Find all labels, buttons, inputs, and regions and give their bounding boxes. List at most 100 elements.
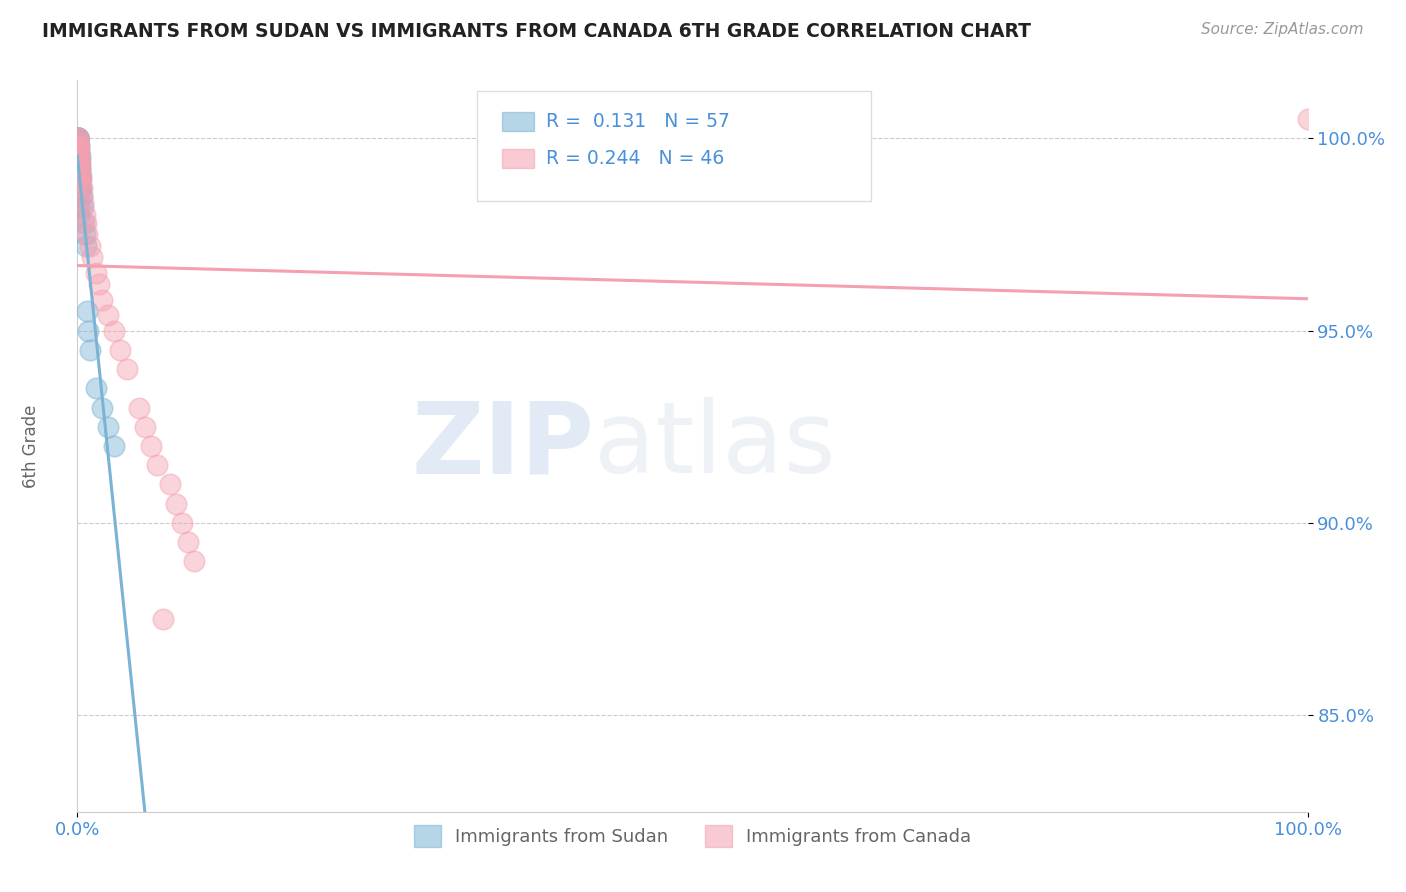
Point	[66, 131, 89, 145]
Point	[69, 158, 91, 172]
Point	[67, 146, 90, 161]
Point	[66, 150, 89, 164]
Point	[66, 143, 89, 157]
Point	[70, 173, 93, 187]
Point	[66, 138, 89, 153]
Point	[66, 131, 89, 145]
Point	[159, 477, 181, 491]
Point	[75, 216, 97, 230]
Point	[152, 612, 174, 626]
Point	[77, 324, 100, 338]
Point	[90, 293, 114, 307]
Point	[103, 324, 125, 338]
Point	[70, 188, 93, 202]
Point	[69, 178, 91, 192]
Point	[70, 181, 93, 195]
Point	[67, 143, 90, 157]
Point	[82, 251, 104, 265]
Point	[67, 158, 90, 172]
Point	[67, 208, 90, 222]
Point	[90, 401, 114, 415]
Point	[69, 166, 91, 180]
FancyBboxPatch shape	[502, 149, 534, 168]
Point	[67, 138, 90, 153]
Point	[70, 188, 93, 202]
Point	[70, 169, 93, 184]
Point	[69, 161, 91, 176]
Point	[67, 169, 90, 184]
Point	[67, 178, 90, 192]
Point	[67, 143, 90, 157]
Point	[75, 239, 97, 253]
Point	[66, 135, 89, 149]
Point	[177, 535, 200, 549]
Point	[69, 166, 91, 180]
Point	[66, 154, 89, 169]
Point	[103, 439, 125, 453]
Point	[69, 181, 91, 195]
Text: R =  0.131   N = 57: R = 0.131 N = 57	[546, 112, 730, 131]
Point	[170, 516, 193, 530]
Point	[67, 161, 90, 176]
Point	[66, 143, 89, 157]
Point	[69, 150, 91, 164]
Point	[67, 138, 90, 153]
Text: ZIP: ZIP	[411, 398, 595, 494]
Point	[1296, 112, 1319, 126]
Point	[72, 200, 94, 214]
Point	[110, 343, 132, 357]
Point	[67, 146, 90, 161]
FancyBboxPatch shape	[477, 91, 870, 201]
Point	[146, 458, 169, 473]
Point	[73, 216, 96, 230]
Point	[66, 178, 89, 192]
Point	[69, 173, 91, 187]
Point	[76, 304, 98, 318]
Point	[97, 419, 120, 434]
Text: R = 0.244   N = 46: R = 0.244 N = 46	[546, 149, 724, 168]
Point	[66, 135, 89, 149]
Point	[67, 169, 90, 184]
Point	[66, 154, 89, 169]
Point	[66, 146, 89, 161]
Point	[89, 277, 111, 292]
Point	[66, 138, 89, 153]
Point	[69, 154, 91, 169]
Point	[183, 554, 205, 568]
Point	[67, 185, 90, 199]
Point	[66, 131, 89, 145]
FancyBboxPatch shape	[502, 112, 534, 131]
Point	[66, 146, 89, 161]
Point	[66, 158, 89, 172]
Point	[84, 266, 107, 280]
Point	[66, 161, 89, 176]
Point	[70, 181, 93, 195]
Point	[66, 166, 89, 180]
Point	[97, 308, 120, 322]
Legend: Immigrants from Sudan, Immigrants from Canada: Immigrants from Sudan, Immigrants from C…	[406, 817, 979, 854]
Point	[115, 362, 138, 376]
Text: IMMIGRANTS FROM SUDAN VS IMMIGRANTS FROM CANADA 6TH GRADE CORRELATION CHART: IMMIGRANTS FROM SUDAN VS IMMIGRANTS FROM…	[42, 22, 1031, 41]
Point	[67, 154, 90, 169]
Point	[66, 169, 89, 184]
Point	[76, 227, 98, 242]
Point	[66, 173, 89, 187]
Point	[67, 138, 90, 153]
Point	[67, 166, 90, 180]
Point	[79, 239, 101, 253]
Point	[67, 154, 90, 169]
Point	[73, 208, 96, 222]
Point	[141, 439, 163, 453]
Point	[66, 131, 89, 145]
Point	[66, 150, 89, 164]
Point	[67, 173, 90, 187]
Point	[73, 227, 96, 242]
Point	[134, 419, 156, 434]
Text: atlas: atlas	[595, 398, 835, 494]
Point	[67, 146, 90, 161]
Text: Source: ZipAtlas.com: Source: ZipAtlas.com	[1201, 22, 1364, 37]
Point	[66, 138, 89, 153]
Point	[72, 196, 94, 211]
Point	[66, 131, 89, 145]
Point	[69, 169, 91, 184]
